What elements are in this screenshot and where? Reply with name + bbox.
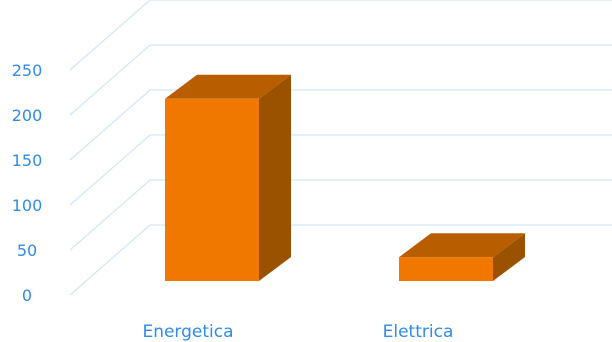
gridline <box>69 224 612 296</box>
y-tick-label: 100 <box>12 196 43 215</box>
gridline <box>69 89 612 161</box>
bars <box>165 74 525 281</box>
bar-side <box>259 74 291 281</box>
gridline <box>69 179 612 251</box>
x-category-label: Elettrica <box>383 322 454 342</box>
y-tick-label: 150 <box>12 151 43 170</box>
gridline <box>69 44 612 116</box>
x-category-label: Energetica <box>142 322 233 342</box>
grid <box>69 0 612 296</box>
bar-top <box>399 233 525 258</box>
y-axis-ticks: 0 50 100 150 200 250 <box>12 61 43 305</box>
bar-top <box>165 74 291 99</box>
bar-front <box>399 257 493 281</box>
bar-elettrica <box>399 233 525 281</box>
y-tick-label: 200 <box>12 106 43 125</box>
y-tick-label: 250 <box>12 61 43 80</box>
x-axis-labels: Energetica Elettrica <box>142 322 453 342</box>
bar-side <box>493 233 525 281</box>
gridline <box>69 134 612 206</box>
y-tick-label: 0 <box>22 286 32 305</box>
bar-energetica <box>165 74 291 281</box>
gridline <box>69 0 612 71</box>
bar-front <box>165 98 259 281</box>
y-tick-label: 50 <box>17 241 37 260</box>
